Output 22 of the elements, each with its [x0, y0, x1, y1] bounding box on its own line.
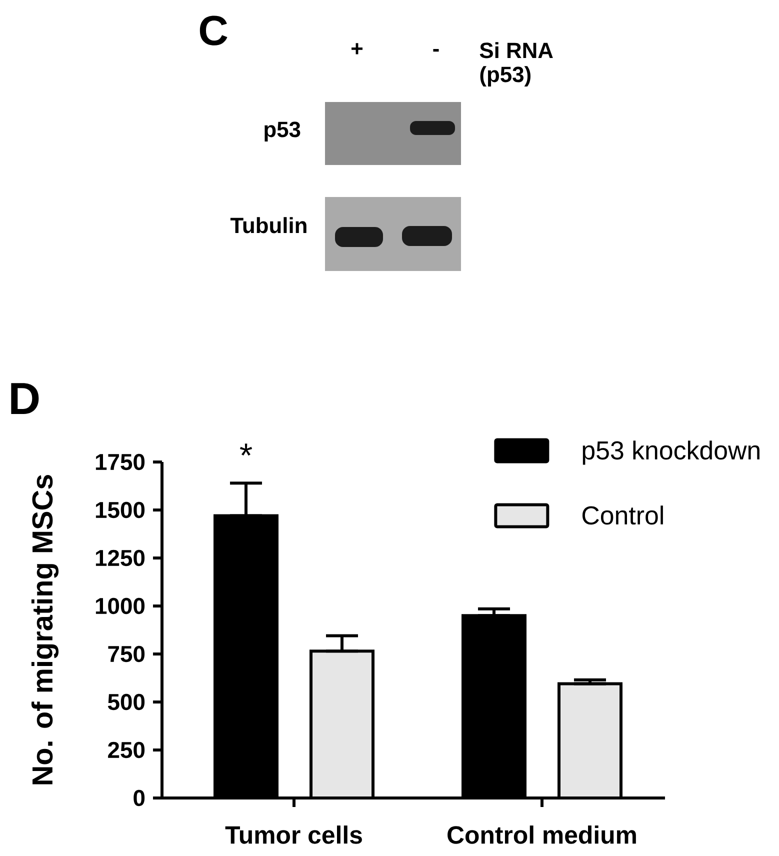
text: Tubulin	[230, 217, 306, 234]
y-tick-label: 1250	[96, 550, 145, 566]
text: Si RNA	[480, 42, 553, 58]
text: -	[433, 49, 439, 52]
y-tick-label: 750	[108, 646, 145, 662]
x-tick-label: Control medium	[448, 826, 636, 844]
text: (p53)	[480, 66, 530, 87]
text: C	[200, 16, 228, 46]
chart-title: D	[11, 383, 39, 414]
y-tick-label: 1500	[96, 502, 145, 518]
y-tick-label: 0	[134, 790, 145, 806]
text: +	[352, 43, 363, 54]
y-axis-title: No. of migrating MSCs	[31, 474, 59, 784]
y-tick-label: 1750	[96, 454, 145, 470]
y-tick-label: 500	[108, 694, 145, 710]
legend-label: Control	[582, 506, 663, 525]
x-tick-label: Tumor cells	[225, 826, 362, 844]
y-tick-label: 250	[108, 742, 145, 758]
text: p53	[264, 122, 300, 142]
y-tick-label: 1000	[96, 598, 145, 614]
legend-label: p53 knockdown	[582, 440, 760, 465]
text: *	[240, 444, 252, 456]
